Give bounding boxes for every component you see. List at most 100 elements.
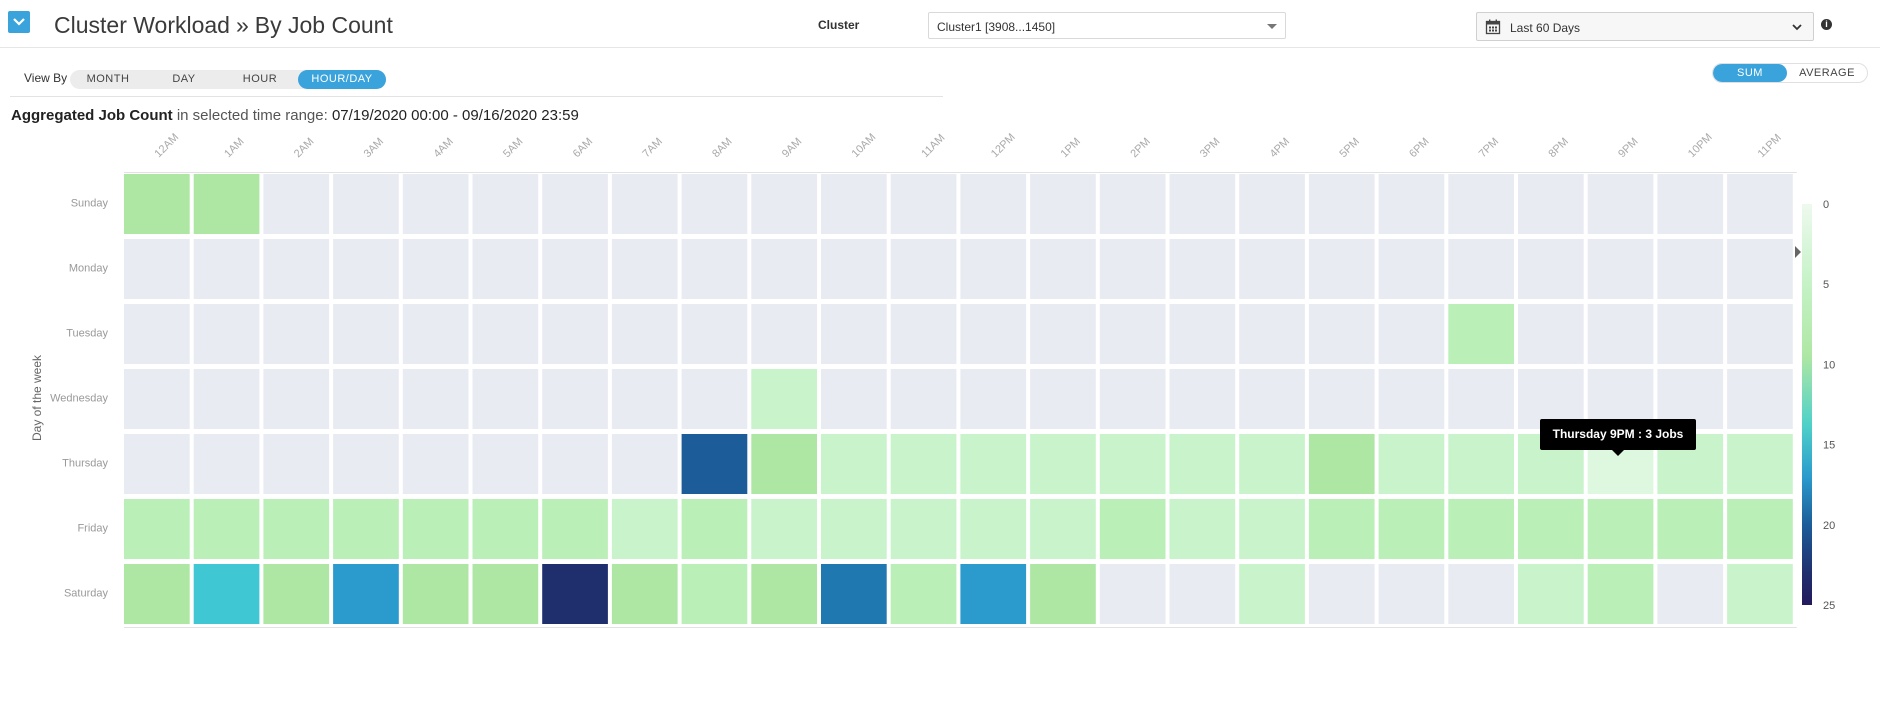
heatmap-cell[interactable] xyxy=(193,499,260,559)
heatmap-cell[interactable] xyxy=(1727,369,1793,429)
heatmap-cell[interactable] xyxy=(890,239,957,299)
heatmap-cell[interactable] xyxy=(1378,369,1445,429)
heatmap-cell[interactable] xyxy=(960,369,1027,429)
heatmap-cell[interactable] xyxy=(263,239,330,299)
heatmap-cell[interactable] xyxy=(611,564,678,624)
heatmap-cell[interactable] xyxy=(1727,174,1793,234)
heatmap-cell[interactable] xyxy=(821,564,887,624)
heatmap-cell[interactable] xyxy=(1239,304,1305,364)
info-icon[interactable]: i xyxy=(1821,19,1832,30)
heatmap-cell[interactable] xyxy=(542,434,608,494)
heatmap-cell[interactable] xyxy=(1518,304,1584,364)
heatmap-cell[interactable] xyxy=(263,499,330,559)
heatmap-cell[interactable] xyxy=(1239,239,1305,299)
heatmap-cell[interactable] xyxy=(751,369,817,429)
heatmap-cell[interactable] xyxy=(402,434,469,494)
heatmap-cell[interactable] xyxy=(402,564,469,624)
heatmap-cell[interactable] xyxy=(124,499,190,559)
heatmap-cell[interactable] xyxy=(821,239,887,299)
heatmap-cell[interactable] xyxy=(1448,304,1514,364)
heatmap-cell[interactable] xyxy=(960,564,1027,624)
heatmap-cell[interactable] xyxy=(1657,239,1724,299)
heatmap-cell[interactable] xyxy=(1448,564,1514,624)
heatmap-cell[interactable] xyxy=(1308,434,1375,494)
heatmap-cell[interactable] xyxy=(193,239,260,299)
heatmap-cell[interactable] xyxy=(960,304,1027,364)
heatmap-cell[interactable] xyxy=(960,239,1027,299)
heatmap-cell[interactable] xyxy=(124,304,190,364)
heatmap-cell[interactable] xyxy=(542,564,608,624)
heatmap-cell[interactable] xyxy=(1518,239,1584,299)
heatmap-cell[interactable] xyxy=(193,304,260,364)
heatmap-cell[interactable] xyxy=(1308,499,1375,559)
heatmap-cell[interactable] xyxy=(960,499,1027,559)
heatmap-cell[interactable] xyxy=(402,239,469,299)
heatmap-cell[interactable] xyxy=(1099,499,1166,559)
heatmap-cell[interactable] xyxy=(611,434,678,494)
heatmap-cell[interactable] xyxy=(751,434,817,494)
view-by-hour-button[interactable]: HOUR xyxy=(242,73,278,85)
heatmap-cell[interactable] xyxy=(1169,434,1236,494)
heatmap-cell[interactable] xyxy=(1169,239,1236,299)
heatmap-cell[interactable] xyxy=(472,239,539,299)
heatmap-cell[interactable] xyxy=(890,434,957,494)
heatmap-cell[interactable] xyxy=(611,239,678,299)
heatmap-cell[interactable] xyxy=(1448,174,1514,234)
heatmap-cell[interactable] xyxy=(1518,499,1584,559)
heatmap-cell[interactable] xyxy=(333,499,399,559)
heatmap-cell[interactable] xyxy=(402,304,469,364)
heatmap-cell[interactable] xyxy=(751,564,817,624)
heatmap-cell[interactable] xyxy=(611,499,678,559)
heatmap-cell[interactable] xyxy=(821,434,887,494)
heatmap-cell[interactable] xyxy=(1448,499,1514,559)
heatmap-cell[interactable] xyxy=(1169,499,1236,559)
heatmap-cell[interactable] xyxy=(472,304,539,364)
heatmap-cell[interactable] xyxy=(472,564,539,624)
heatmap-cell[interactable] xyxy=(1448,434,1514,494)
heatmap-cell[interactable] xyxy=(821,369,887,429)
heatmap-cell[interactable] xyxy=(890,174,957,234)
heatmap-cell[interactable] xyxy=(333,239,399,299)
heatmap-cell[interactable] xyxy=(402,369,469,429)
heatmap-cell[interactable] xyxy=(1378,434,1445,494)
heatmap-cell[interactable] xyxy=(681,369,748,429)
heatmap-cell[interactable] xyxy=(821,304,887,364)
heatmap-cell[interactable] xyxy=(1099,434,1166,494)
heatmap-cell[interactable] xyxy=(1239,174,1305,234)
sum-button[interactable]: SUM xyxy=(1713,64,1787,82)
heatmap-cell[interactable] xyxy=(333,174,399,234)
heatmap-cell[interactable] xyxy=(193,564,260,624)
heatmap-cell[interactable] xyxy=(1308,239,1375,299)
heatmap-cell[interactable] xyxy=(472,174,539,234)
heatmap-cell[interactable] xyxy=(821,174,887,234)
heatmap-cell[interactable] xyxy=(611,304,678,364)
cluster-select[interactable]: Cluster1 [3908...1450] xyxy=(928,12,1286,39)
heatmap-cell[interactable] xyxy=(333,564,399,624)
heatmap-cell[interactable] xyxy=(611,174,678,234)
heatmap-cell[interactable] xyxy=(1448,369,1514,429)
heatmap-cell[interactable] xyxy=(960,434,1027,494)
heatmap-cell[interactable] xyxy=(402,174,469,234)
heatmap-cell[interactable] xyxy=(611,369,678,429)
heatmap-cell[interactable] xyxy=(542,304,608,364)
heatmap-cell[interactable] xyxy=(890,499,957,559)
date-range-select[interactable]: Last 60 Days xyxy=(1476,12,1814,41)
heatmap-cell[interactable] xyxy=(890,369,957,429)
heatmap-cell[interactable] xyxy=(1099,369,1166,429)
heatmap-cell[interactable] xyxy=(263,434,330,494)
heatmap-cell[interactable] xyxy=(472,499,539,559)
heatmap-cell[interactable] xyxy=(1657,174,1724,234)
view-by-day-button[interactable]: DAY xyxy=(172,73,196,85)
heatmap-cell[interactable] xyxy=(681,434,748,494)
heatmap-cell[interactable] xyxy=(1030,434,1096,494)
heatmap-cell[interactable] xyxy=(751,239,817,299)
heatmap-cell[interactable] xyxy=(263,369,330,429)
heatmap-cell[interactable] xyxy=(124,434,190,494)
heatmap-cell[interactable] xyxy=(1169,304,1236,364)
heatmap-cell[interactable] xyxy=(681,174,748,234)
heatmap-cell[interactable] xyxy=(890,564,957,624)
heatmap-cell[interactable] xyxy=(263,304,330,364)
heatmap-cell[interactable] xyxy=(1030,499,1096,559)
heatmap-cell[interactable] xyxy=(1099,304,1166,364)
heatmap-cell[interactable] xyxy=(263,174,330,234)
